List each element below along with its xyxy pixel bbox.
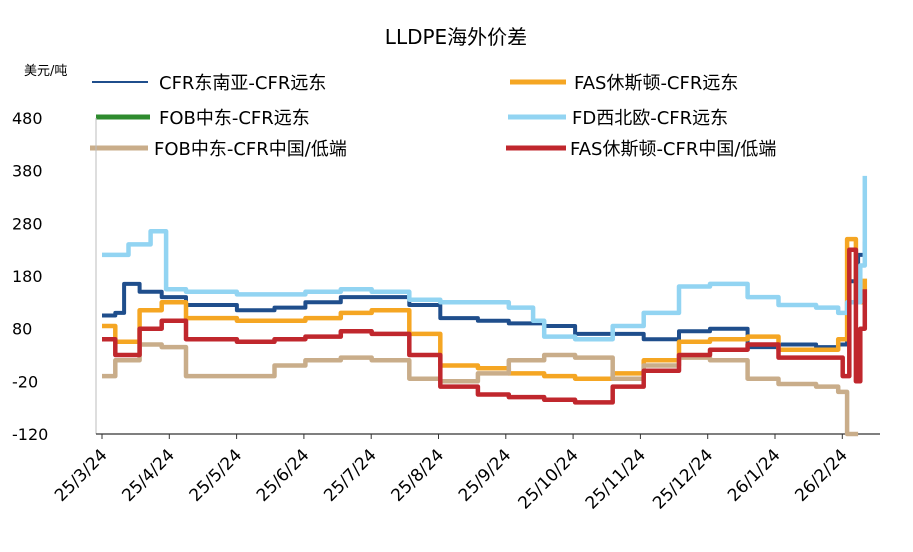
y-ticks: 480 380 280 180 80 -20 -120: [12, 109, 48, 444]
legend-label-fd-nwe: FD西北欧-CFR远东: [572, 108, 728, 129]
x-tick-label: 25/6/24: [253, 445, 313, 505]
x-tick-label: 25/5/24: [186, 445, 246, 505]
x-ticks: 25/3/24 25/4/24 25/5/24 25/6/24 25/7/24 25/8/…: [51, 434, 852, 514]
legend: CFR东南亚-CFR远东 FAS休斯顿-CFR远东 FOB中东-CFR远东 FD…: [90, 73, 776, 160]
legend-label-fob-me-china: FOB中东-CFR中国/低端: [154, 139, 347, 160]
legend-item-fas-china: FAS休斯顿-CFR中国/低端: [506, 139, 776, 160]
legend-item-cfr-sea: CFR东南亚-CFR远东: [92, 73, 326, 94]
plot-lines: [102, 175, 868, 437]
legend-item-fob-me-far-east: FOB中东-CFR远东: [96, 108, 310, 129]
x-tick-label: 26/2/24: [791, 445, 851, 505]
y-tick-label: -120: [12, 425, 48, 444]
legend-label-fas-far-east: FAS休斯顿-CFR远东: [574, 73, 738, 94]
x-tick-label: 25/10/24: [514, 445, 582, 513]
unit-label: 美元/吨: [24, 64, 67, 79]
legend-label-cfr-sea: CFR东南亚-CFR远东: [159, 73, 326, 94]
x-tick-label: 25/9/24: [455, 445, 515, 505]
y-tick-label: 180: [12, 267, 43, 286]
x-tick-label: 25/3/24: [51, 445, 111, 505]
legend-item-fas-far-east: FAS休斯顿-CFR远东: [510, 73, 738, 94]
legend-label-fob-me-far-east: FOB中东-CFR远东: [159, 108, 310, 129]
chart-title: LLDPE海外价差: [385, 25, 527, 49]
legend-item-fd-nwe: FD西北欧-CFR远东: [508, 108, 728, 129]
y-tick-label: 80: [12, 320, 32, 339]
y-tick-label: 480: [12, 109, 43, 128]
y-tick-label: -20: [12, 372, 38, 391]
series-line-0-cfr-cfr-: [102, 241, 867, 350]
x-tick-label: 25/12/24: [649, 445, 717, 513]
legend-label-fas-china: FAS休斯顿-CFR中国/低端: [570, 139, 776, 160]
y-tick-label: 380: [12, 162, 43, 181]
x-tick-label: 25/7/24: [320, 445, 380, 505]
series-line-3-fd-cfr-: [102, 175, 868, 342]
y-tick-label: 280: [12, 214, 43, 233]
series-line-4-fob-cfr-: [102, 342, 859, 437]
x-tick-label: 25/4/24: [118, 445, 178, 505]
legend-item-fob-me-china: FOB中东-CFR中国/低端: [90, 139, 347, 160]
series-line-1-fas-cfr-: [102, 236, 868, 381]
x-tick-label: 26/1/24: [724, 445, 784, 505]
x-tick-label: 25/8/24: [388, 445, 448, 505]
series-line-5-fas-cfr-: [102, 247, 868, 405]
x-tick-label: 25/11/24: [582, 445, 650, 513]
